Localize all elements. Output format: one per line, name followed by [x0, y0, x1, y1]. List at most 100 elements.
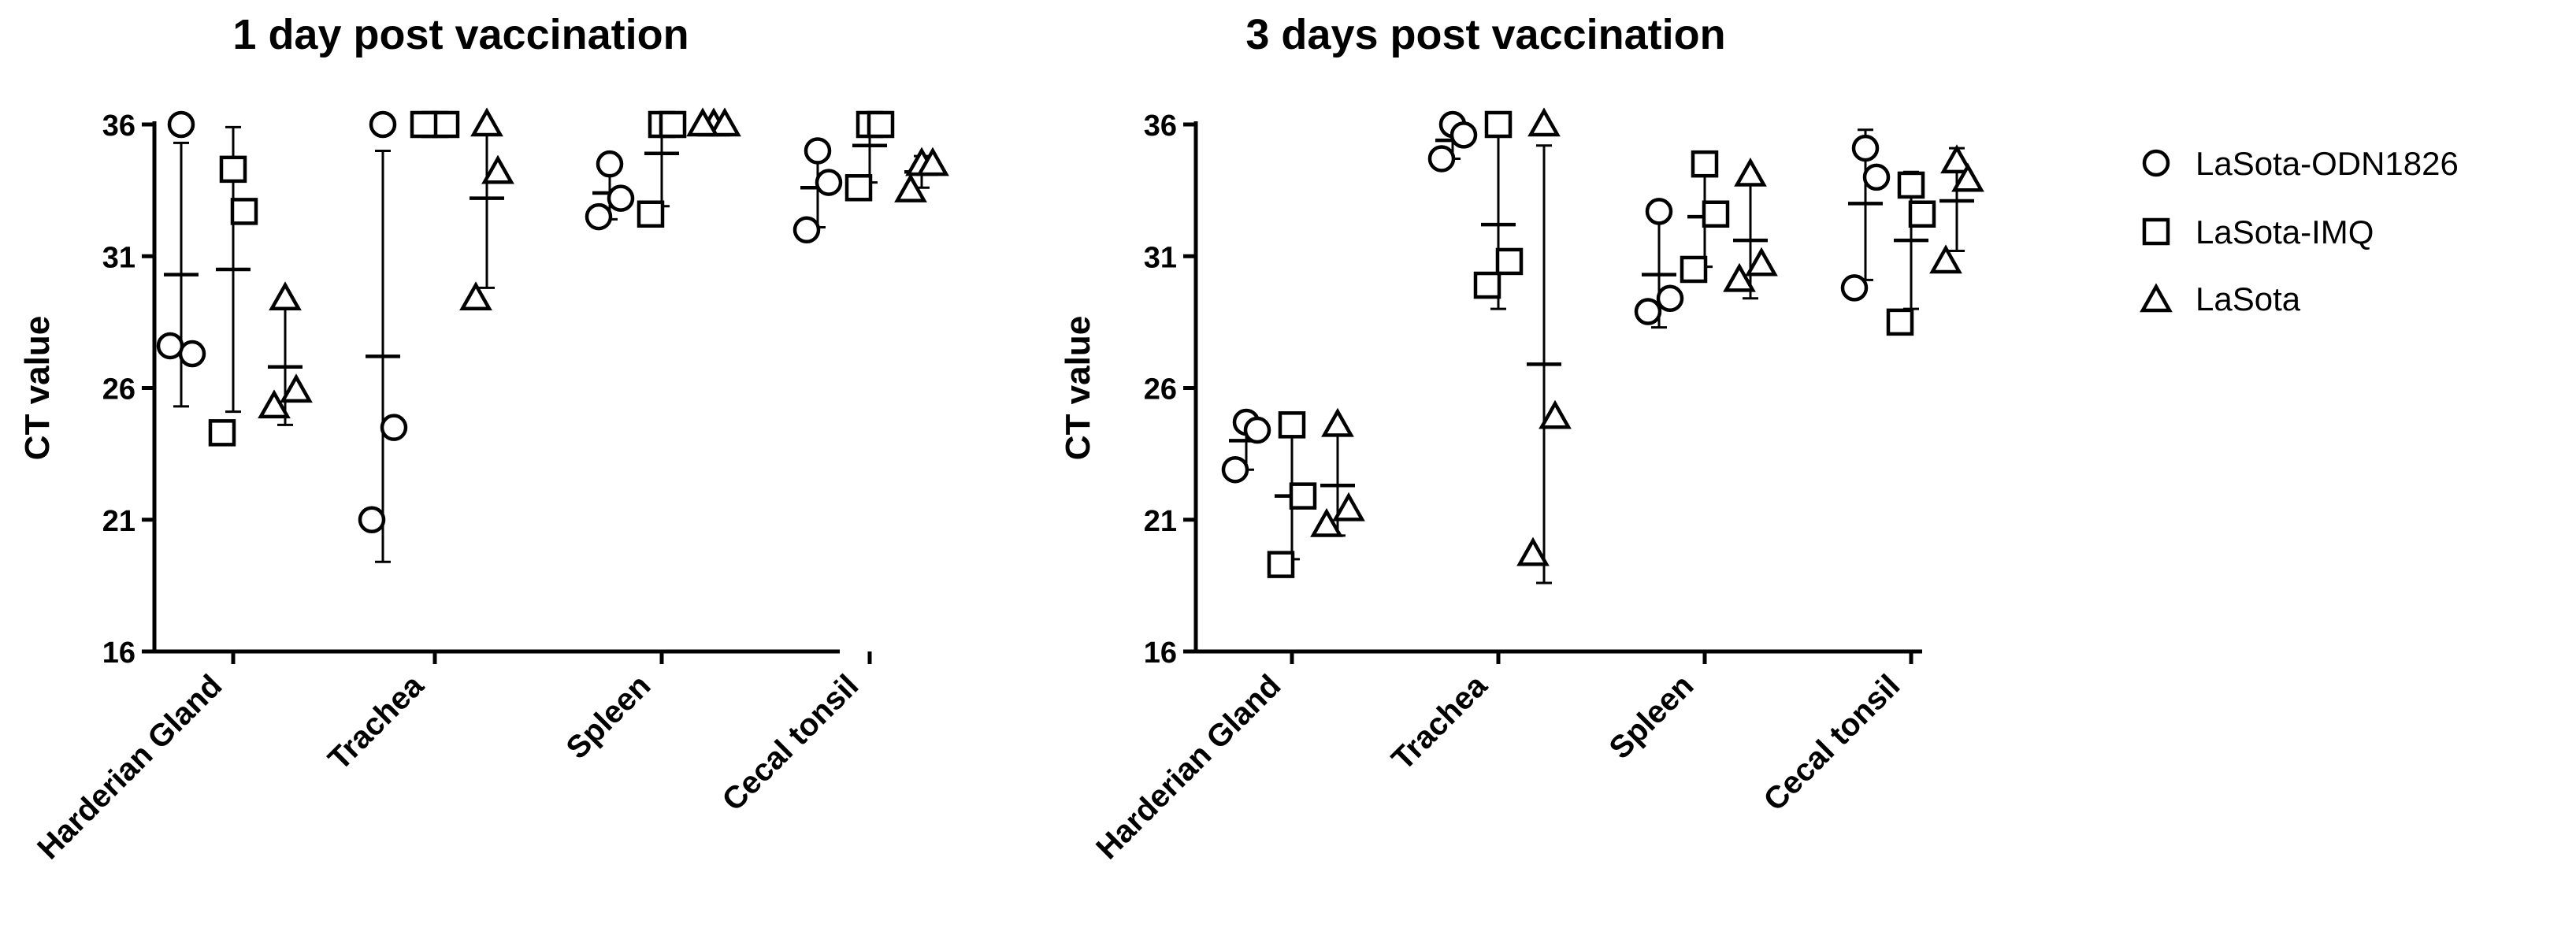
data-point-trachea-1: [470, 107, 503, 137]
series-lasota-imq: [1267, 110, 1936, 578]
data-point-harderian-gland-2: [178, 340, 206, 368]
legend-item-lasota-odn1826: LaSota-ODN1826: [2142, 145, 2459, 182]
data-point-harderian-gland-1: [269, 281, 302, 311]
data-point-spleen-2: [1702, 200, 1730, 228]
data-point-harderian-gland-2: [280, 373, 313, 403]
data-point-spleen-2: [1745, 247, 1778, 277]
data-point-harderian-gland-3: [156, 332, 184, 360]
data-point-spleen-1: [1734, 157, 1767, 187]
y-tick-label-26: 26: [1144, 373, 1177, 406]
data-point-spleen-2: [659, 110, 687, 139]
x-tick-label-cecal-tonsil: Cecal tonsil: [1757, 668, 1906, 818]
y-axis-label: CT value: [18, 316, 57, 460]
legend-circle-icon: [2142, 149, 2170, 177]
x-tick-label-spleen: Spleen: [1603, 668, 1701, 766]
x-tick-label-harderian-gland: Harderian Gland: [31, 668, 228, 866]
legend-item-lasota: LaSota: [2140, 280, 2301, 317]
data-point-harderian-gland-1: [219, 155, 247, 184]
data-point-trachea-2: [1495, 247, 1524, 276]
data-point-trachea-3: [1516, 536, 1550, 566]
y-tick-label-16: 16: [102, 637, 135, 670]
chart-title: 3 days post vaccination: [1245, 11, 1725, 58]
data-point-harderian-gland-3: [1221, 455, 1249, 484]
series-lasota-imq: [208, 110, 895, 447]
data-point-cecal-tonsil-1: [1897, 171, 1925, 199]
y-tick-label-21: 21: [102, 505, 135, 538]
data-point-harderian-gland-3: [1310, 507, 1343, 537]
data-point-trachea-1: [1484, 110, 1513, 139]
chart-title: 1 day post vaccination: [232, 11, 689, 58]
series-lasota-odn1826: [1221, 110, 1891, 484]
data-point-trachea-3: [1427, 145, 1456, 173]
x-tick-label-trachea: Trachea: [321, 668, 431, 778]
data-point-cecal-tonsil-3: [894, 173, 927, 202]
data-point-harderian-gland-3: [258, 389, 291, 419]
data-point-harderian-gland-2: [1243, 416, 1271, 444]
data-point-cecal-tonsil-1: [804, 137, 832, 165]
y-tick-label-36: 36: [102, 109, 135, 143]
data-point-cecal-tonsil-2: [1951, 162, 1984, 192]
data-point-cecal-tonsil-3: [1840, 274, 1869, 302]
data-point-cecal-tonsil-2: [1908, 200, 1936, 228]
data-point-spleen-3: [637, 200, 665, 228]
x-tick-label-harderian-gland: Harderian Gland: [1089, 668, 1287, 866]
data-point-cecal-tonsil-2: [815, 169, 843, 196]
data-point-cecal-tonsil-2: [1862, 163, 1891, 191]
data-point-harderian-gland-3: [208, 419, 236, 447]
data-point-trachea-3: [358, 506, 386, 533]
data-point-spleen-3: [1723, 262, 1756, 292]
legend: LaSota-ODN1826 LaSota-IMQ LaSota: [2140, 145, 2459, 317]
data-point-cecal-tonsil-2: [916, 147, 949, 176]
data-point-cecal-tonsil-2: [867, 110, 895, 139]
data-point-harderian-gland-2: [230, 198, 258, 225]
legend-label-lasota: LaSota: [2196, 280, 2301, 317]
data-point-cecal-tonsil-1: [1940, 144, 1973, 174]
data-point-spleen-2: [708, 107, 741, 137]
x-tick-label-cecal-tonsil: Cecal tonsil: [715, 668, 865, 818]
data-point-cecal-tonsil-3: [792, 216, 821, 244]
y-tick-label-26: 26: [102, 373, 135, 406]
data-point-spleen-2: [607, 184, 635, 212]
data-point-harderian-gland-1: [1321, 407, 1354, 437]
data-point-trachea-2: [432, 110, 460, 139]
data-point-spleen-1: [1691, 150, 1719, 178]
y-tick-label-36: 36: [1144, 109, 1177, 143]
data-point-trachea-2: [380, 414, 408, 441]
legend-triangle-icon: [2140, 283, 2173, 313]
data-point-cecal-tonsil-3: [844, 174, 873, 202]
data-point-trachea-1: [1527, 107, 1561, 137]
data-point-harderian-gland-2: [1289, 482, 1317, 510]
series-lasota: [1310, 107, 1984, 585]
y-tick-label-31: 31: [102, 241, 135, 274]
data-point-trachea-1: [369, 110, 397, 139]
data-point-spleen-3: [1634, 298, 1662, 325]
data-point-spleen-3: [585, 202, 613, 231]
data-point-trachea-3: [1473, 271, 1501, 299]
data-point-trachea-3: [410, 110, 438, 139]
data-point-trachea-3: [459, 281, 492, 311]
legend-item-lasota-imq: LaSota-IMQ: [2142, 213, 2374, 251]
data-point-trachea-2: [1449, 121, 1478, 149]
data-point-spleen-3: [1680, 255, 1708, 284]
data-point-harderian-gland-1: [1278, 411, 1306, 439]
data-point-trachea-2: [1539, 399, 1572, 429]
data-point-harderian-gland-3: [1267, 551, 1295, 578]
data-point-spleen-1: [596, 150, 624, 178]
legend-label-lasota-odn1826: LaSota-ODN1826: [2196, 145, 2459, 182]
data-point-spleen-3: [686, 107, 719, 137]
series-lasota: [258, 107, 949, 426]
data-point-harderian-gland-2: [1332, 492, 1365, 521]
data-point-cecal-tonsil-3: [1886, 308, 1914, 336]
y-tick-label-21: 21: [1144, 505, 1177, 538]
data-point-trachea-2: [481, 154, 514, 184]
x-tick-label-spleen: Spleen: [560, 668, 658, 766]
data-point-spleen-1: [1645, 198, 1673, 225]
legend-label-lasota-imq: LaSota-IMQ: [2196, 213, 2374, 251]
y-axis-label: CT value: [1059, 316, 1097, 460]
legend-square-icon: [2142, 217, 2170, 246]
data-point-harderian-gland-1: [167, 110, 195, 139]
panel-3-days: 3 days post vaccination CT value 16 21 26 31 3…: [1059, 11, 1984, 866]
series-lasota-odn1826: [156, 110, 843, 563]
y-tick-label-31: 31: [1144, 241, 1177, 274]
